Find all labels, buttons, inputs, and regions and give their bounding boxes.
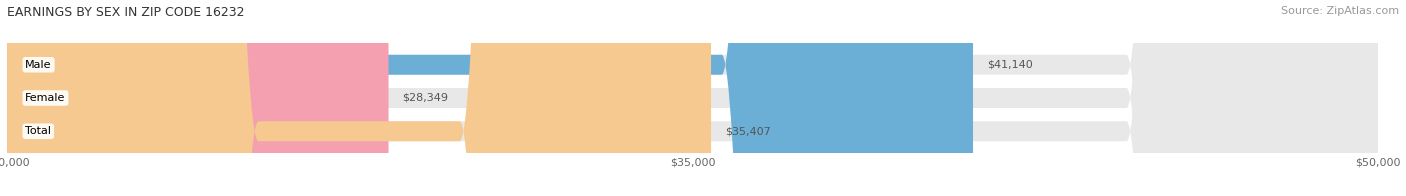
Text: EARNINGS BY SEX IN ZIP CODE 16232: EARNINGS BY SEX IN ZIP CODE 16232 xyxy=(7,6,245,19)
FancyBboxPatch shape xyxy=(7,0,388,196)
Text: Source: ZipAtlas.com: Source: ZipAtlas.com xyxy=(1281,6,1399,16)
FancyBboxPatch shape xyxy=(7,0,973,196)
Text: Total: Total xyxy=(25,126,51,136)
Text: Male: Male xyxy=(25,60,52,70)
FancyBboxPatch shape xyxy=(7,0,1378,196)
FancyBboxPatch shape xyxy=(7,0,1378,196)
Text: $35,407: $35,407 xyxy=(724,126,770,136)
FancyBboxPatch shape xyxy=(7,0,711,196)
Text: $41,140: $41,140 xyxy=(987,60,1032,70)
FancyBboxPatch shape xyxy=(7,0,1378,196)
Text: $28,349: $28,349 xyxy=(402,93,449,103)
Text: Female: Female xyxy=(25,93,66,103)
